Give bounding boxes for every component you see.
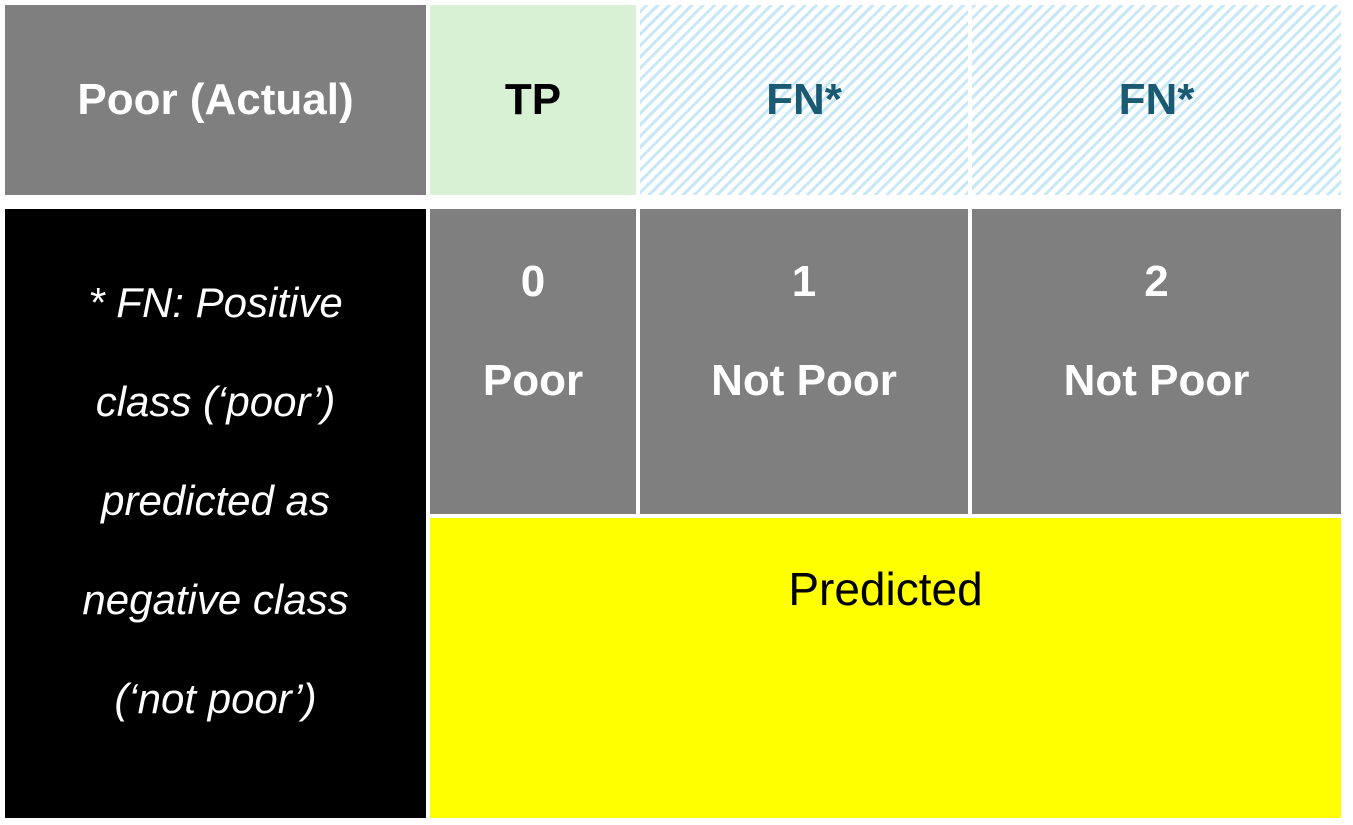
note-line: predicted as [101, 477, 330, 524]
note-line: class (‘poor’) [95, 378, 336, 425]
false-negative-label-1: FN* [766, 75, 842, 124]
class-label: Not Poor [1063, 356, 1250, 405]
actual-class-label: Poor (Actual) [77, 75, 354, 124]
predicted-class-2: 2 Not Poor [972, 209, 1341, 514]
class-number: 1 [791, 257, 817, 306]
class-label: Not Poor [711, 356, 897, 405]
true-positive-label: TP [504, 75, 562, 124]
fn-definition-note: * FN: Positive class (‘poor’) predicted … [5, 209, 426, 818]
note-line: (‘not poor’) [114, 675, 317, 722]
false-negative-label-2: FN* [1118, 75, 1195, 124]
fn-definition-text: * FN: Positive class (‘poor’) predicted … [5, 253, 426, 748]
class-number: 2 [1144, 257, 1169, 306]
note-line: negative class [82, 576, 349, 623]
note-line: * FN: Positive [88, 279, 343, 326]
predicted-axis-label: Predicted [788, 563, 983, 615]
true-positive-cell: TP [430, 5, 636, 195]
false-negative-cell-2: FN* [972, 5, 1341, 195]
predicted-class-1: 1 Not Poor [640, 209, 968, 514]
predicted-class-0: 0 Poor [430, 209, 636, 514]
false-negative-cell-1: FN* [640, 5, 968, 195]
class-label: Poor [482, 356, 584, 405]
class-number: 0 [520, 257, 546, 306]
actual-class-header: Poor (Actual) [5, 5, 426, 195]
predicted-axis-panel: Predicted [430, 518, 1341, 818]
